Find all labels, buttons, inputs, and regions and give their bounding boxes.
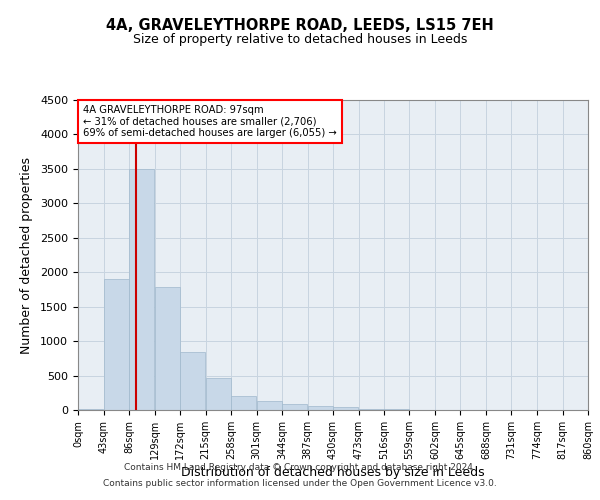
Bar	[257, 401, 282, 410]
Text: Size of property relative to detached houses in Leeds: Size of property relative to detached ho…	[133, 32, 467, 46]
Bar	[359, 408, 384, 410]
Bar	[206, 378, 231, 410]
Bar	[155, 288, 180, 410]
Y-axis label: Number of detached properties: Number of detached properties	[20, 156, 33, 354]
Bar	[333, 407, 358, 410]
Bar	[104, 279, 129, 410]
X-axis label: Distribution of detached houses by size in Leeds: Distribution of detached houses by size …	[181, 466, 485, 479]
Bar	[282, 404, 307, 410]
Bar	[308, 406, 333, 410]
Text: 4A GRAVELEYTHORPE ROAD: 97sqm
← 31% of detached houses are smaller (2,706)
69% o: 4A GRAVELEYTHORPE ROAD: 97sqm ← 31% of d…	[83, 104, 337, 138]
Text: Contains HM Land Registry data © Crown copyright and database right 2024.: Contains HM Land Registry data © Crown c…	[124, 464, 476, 472]
Text: 4A, GRAVELEYTHORPE ROAD, LEEDS, LS15 7EH: 4A, GRAVELEYTHORPE ROAD, LEEDS, LS15 7EH	[106, 18, 494, 32]
Bar	[129, 169, 154, 410]
Bar	[231, 396, 256, 410]
Bar	[180, 352, 205, 410]
Text: Contains public sector information licensed under the Open Government Licence v3: Contains public sector information licen…	[103, 478, 497, 488]
